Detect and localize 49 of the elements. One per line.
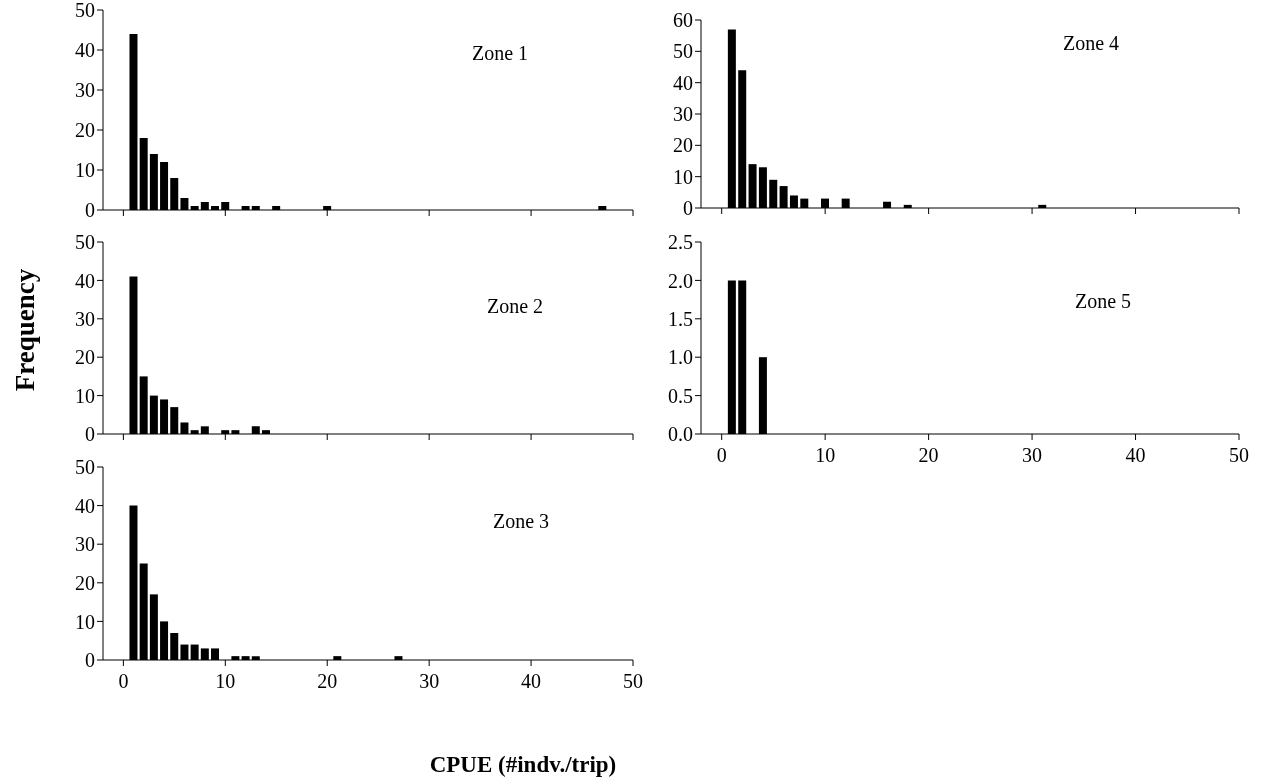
y-tick-label: 40 — [673, 71, 693, 94]
y-tick-label: 20 — [75, 571, 95, 594]
x-tick-label: 20 — [918, 444, 939, 467]
y-tick-label: 40 — [75, 494, 95, 517]
y-tick-label: 0 — [85, 199, 95, 222]
x-tick-label: 10 — [215, 670, 236, 693]
y-tick-label: 50 — [75, 231, 95, 254]
y-tick-label: 30 — [673, 103, 693, 126]
y-tick-label: 0.5 — [668, 384, 693, 407]
y-tick-label: 30 — [75, 79, 95, 102]
y-tick-label: 1.5 — [668, 307, 693, 330]
text: Zone 1 — [472, 42, 529, 65]
y-tick-label: 0.0 — [668, 423, 693, 446]
x-tick-label: 20 — [317, 670, 338, 693]
x-tick-label: 0 — [118, 670, 129, 693]
y-tick-label: 0 — [683, 197, 693, 220]
y-tick-label: 20 — [75, 346, 95, 369]
y-tick-label: 20 — [75, 119, 95, 142]
y-tick-label: 50 — [673, 40, 693, 63]
x-tick-label: 0 — [716, 444, 727, 467]
y-tick-label: 2.0 — [668, 269, 693, 292]
y-tick-label: 50 — [75, 0, 95, 22]
x-tick-label: 30 — [1022, 444, 1043, 467]
text: Zone 4 — [1063, 32, 1120, 55]
y-tick-label: 0 — [85, 423, 95, 446]
x-tick-label: 40 — [1125, 444, 1146, 467]
text: Zone 5 — [1075, 290, 1132, 313]
y-tick-label: 20 — [673, 134, 693, 157]
y-tick-label: 10 — [673, 165, 693, 188]
y-tick-label: 30 — [75, 533, 95, 556]
x-axis-title: CPUE (#indv./trip) — [429, 752, 617, 778]
x-tick-label: 50 — [1229, 444, 1249, 467]
y-axis-title: Frequency — [9, 268, 41, 392]
x-tick-label: 40 — [521, 670, 542, 693]
y-tick-label: 0 — [85, 649, 95, 672]
x-tick-label: 50 — [623, 670, 643, 693]
x-tick-label: 10 — [815, 444, 836, 467]
y-tick-label: 1.0 — [668, 346, 693, 369]
text: Zone 3 — [493, 510, 550, 533]
y-tick-label: 10 — [75, 610, 95, 633]
y-tick-label: 60 — [673, 9, 693, 32]
y-tick-label: 2.5 — [668, 231, 693, 254]
y-tick-label: 10 — [75, 384, 95, 407]
y-tick-label: 30 — [75, 307, 95, 330]
y-tick-label: 10 — [75, 159, 95, 182]
x-tick-label: 30 — [419, 670, 440, 693]
y-tick-label: 40 — [75, 39, 95, 62]
text: Zone 2 — [487, 295, 544, 318]
y-tick-label: 40 — [75, 269, 95, 292]
